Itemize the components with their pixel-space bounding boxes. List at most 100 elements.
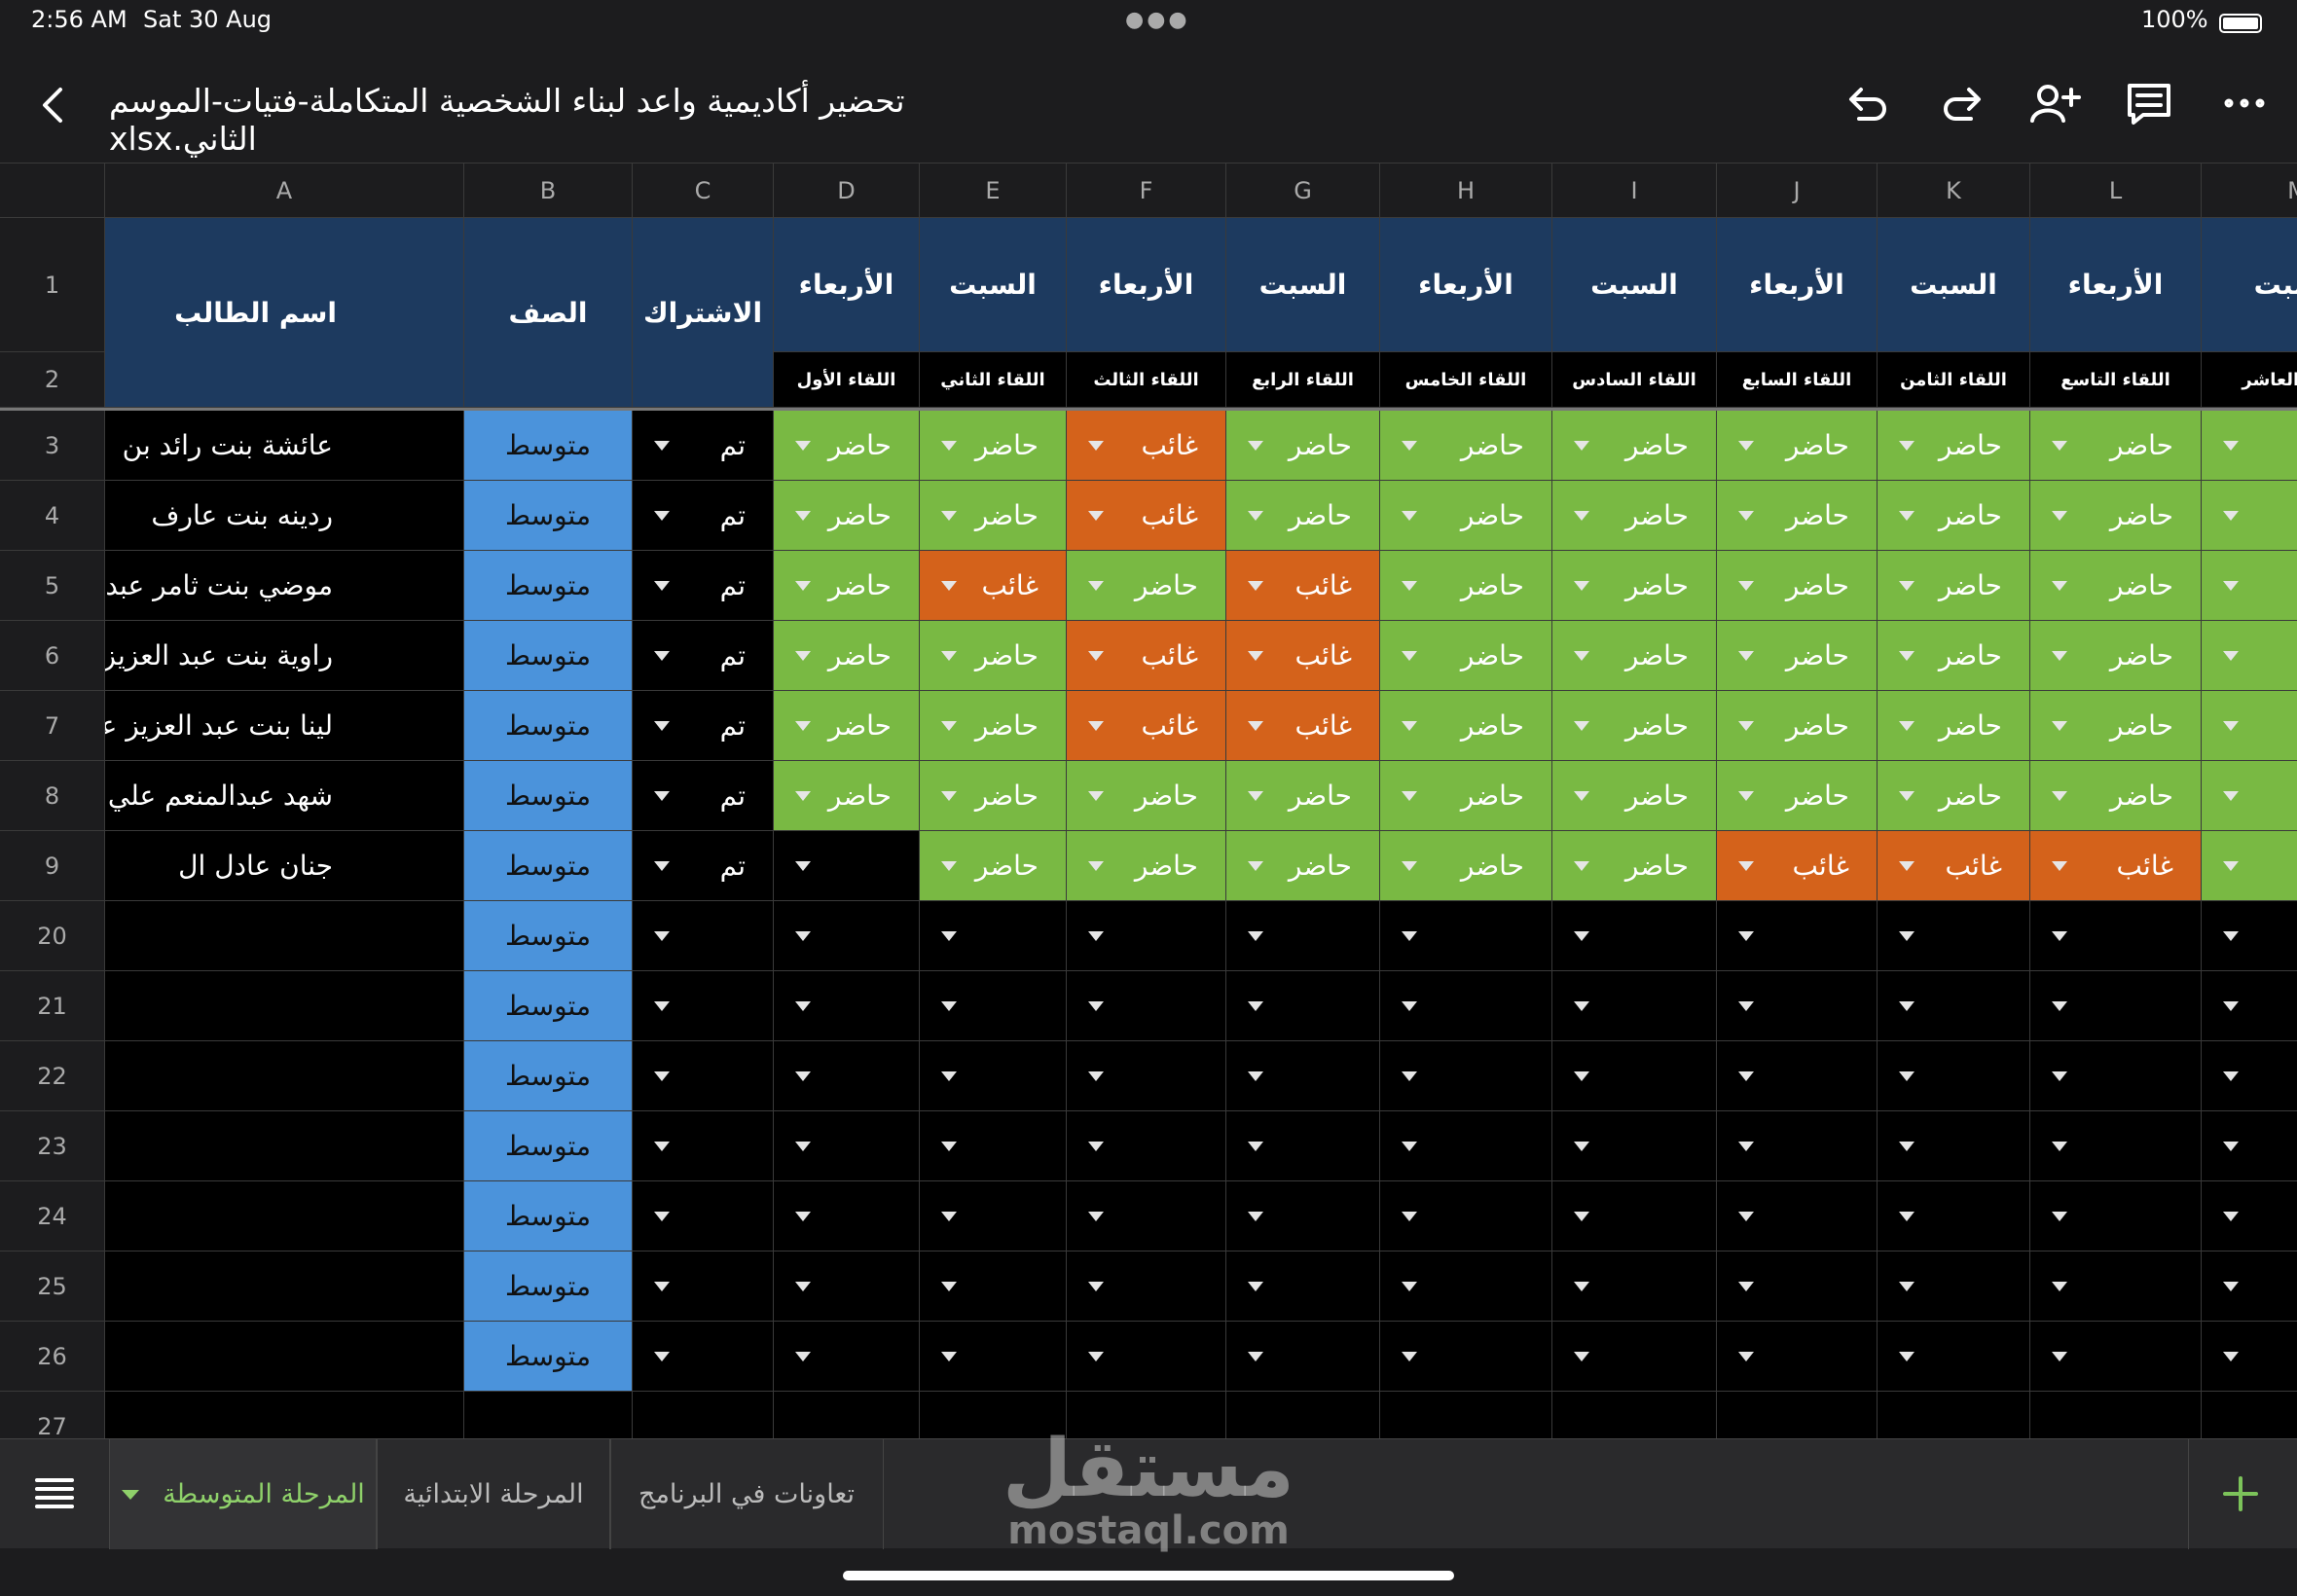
dropdown-arrow[interactable] [1738, 440, 1754, 451]
dropdown-arrow[interactable] [654, 510, 670, 521]
attendance-cell[interactable]: حاضر [2202, 411, 2297, 481]
attendance-cell[interactable] [1380, 1392, 1552, 1438]
header-cell[interactable]: الأربعاء [774, 218, 920, 352]
dropdown-arrow[interactable] [1402, 1070, 1417, 1081]
dropdown-arrow[interactable] [795, 650, 811, 661]
dropdown-arrow[interactable] [941, 1070, 957, 1081]
name-cell[interactable] [105, 1041, 464, 1111]
dropdown-arrow[interactable] [1248, 930, 1263, 941]
attendance-cell[interactable] [1226, 1251, 1380, 1322]
attendance-cell[interactable]: حاضر [2030, 411, 2202, 481]
dropdown-arrow[interactable] [2223, 1070, 2239, 1081]
dropdown-arrow[interactable] [941, 720, 957, 731]
dropdown-arrow[interactable] [1574, 1070, 1589, 1081]
attendance-cell[interactable] [774, 901, 920, 971]
attendance-cell[interactable] [2030, 1041, 2202, 1111]
dropdown-arrow[interactable] [1248, 440, 1263, 451]
attendance-cell[interactable] [1717, 1392, 1878, 1438]
dropdown-arrow[interactable] [1738, 1141, 1754, 1151]
attendance-cell[interactable]: غائب [1067, 691, 1226, 761]
grade-cell[interactable]: متوسط [464, 1251, 633, 1322]
dropdown-arrow[interactable] [1899, 720, 1914, 731]
dropdown-arrow[interactable] [1402, 1000, 1417, 1011]
dropdown-arrow[interactable] [1899, 790, 1914, 801]
attendance-cell[interactable] [920, 1251, 1067, 1322]
attendance-cell[interactable] [1067, 901, 1226, 971]
dropdown-arrow[interactable] [2052, 1070, 2067, 1081]
attendance-cell[interactable] [2202, 901, 2297, 971]
attendance-cell[interactable]: حاضر [1552, 411, 1717, 481]
name-cell[interactable] [105, 1251, 464, 1322]
dropdown-arrow[interactable] [1738, 1351, 1754, 1361]
dropdown-arrow[interactable] [1574, 440, 1589, 451]
dropdown-arrow[interactable] [1248, 860, 1263, 871]
attendance-cell[interactable] [2030, 901, 2202, 971]
header-cell[interactable]: الاشتراك [633, 218, 774, 408]
meeting-cell[interactable]: اللقاء الثاني [920, 352, 1067, 408]
attendance-cell[interactable] [1717, 971, 1878, 1041]
dropdown-arrow[interactable] [941, 510, 957, 521]
row-header[interactable]: 23 [0, 1111, 105, 1181]
dropdown-arrow[interactable] [654, 1281, 670, 1291]
attendance-cell[interactable]: حاضر [2030, 551, 2202, 621]
meeting-cell[interactable]: اللقاء العاشر [2202, 352, 2297, 408]
attendance-cell[interactable]: حاضر [1380, 621, 1552, 691]
subscription-cell[interactable] [633, 1181, 774, 1251]
dropdown-arrow[interactable] [1402, 1351, 1417, 1361]
attendance-cell[interactable]: حاضر [1380, 481, 1552, 551]
dropdown-arrow[interactable] [1088, 1000, 1104, 1011]
attendance-cell[interactable]: حاضر [1226, 481, 1380, 551]
dropdown-arrow[interactable] [1088, 440, 1104, 451]
sheet-tab[interactable]: تعاونات في البرنامج [609, 1439, 884, 1549]
attendance-cell[interactable] [1067, 1251, 1226, 1322]
attendance-cell[interactable] [774, 971, 920, 1041]
attendance-cell[interactable] [2030, 971, 2202, 1041]
dropdown-arrow[interactable] [795, 720, 811, 731]
header-cell[interactable]: السبت [1878, 218, 2030, 352]
attendance-cell[interactable] [1878, 1251, 2030, 1322]
back-button[interactable] [39, 86, 68, 125]
dropdown-arrow[interactable] [1088, 1281, 1104, 1291]
attendance-cell[interactable] [1226, 1322, 1380, 1392]
dropdown-arrow[interactable] [1402, 1281, 1417, 1291]
attendance-cell[interactable]: حاضر [1878, 551, 2030, 621]
name-cell[interactable]: شهد عبدالمنعم علي [105, 761, 464, 831]
dropdown-arrow[interactable] [654, 580, 670, 591]
column-header[interactable]: F [1067, 163, 1226, 218]
attendance-cell[interactable]: حاضر [1380, 691, 1552, 761]
subscription-cell[interactable]: تم [633, 761, 774, 831]
dropdown-arrow[interactable] [1248, 790, 1263, 801]
attendance-cell[interactable] [1717, 901, 1878, 971]
attendance-cell[interactable] [2030, 1251, 2202, 1322]
dropdown-arrow[interactable] [1402, 790, 1417, 801]
grade-cell[interactable]: متوسط [464, 1041, 633, 1111]
attendance-cell[interactable]: حاضر [1552, 481, 1717, 551]
dropdown-arrow[interactable] [1574, 790, 1589, 801]
attendance-cell[interactable] [2202, 1111, 2297, 1181]
column-header[interactable]: H [1380, 163, 1552, 218]
attendance-cell[interactable] [1067, 1322, 1226, 1392]
attendance-cell[interactable] [920, 971, 1067, 1041]
attendance-cell[interactable] [2202, 1251, 2297, 1322]
attendance-cell[interactable]: حاضر [1717, 621, 1878, 691]
sheet-tab[interactable]: المرحلة الابتدائية [376, 1439, 611, 1549]
attendance-cell[interactable] [2202, 1322, 2297, 1392]
attendance-cell[interactable] [774, 1111, 920, 1181]
attendance-cell[interactable] [1226, 901, 1380, 971]
dropdown-arrow[interactable] [1899, 440, 1914, 451]
attendance-cell[interactable] [1226, 1041, 1380, 1111]
name-cell[interactable]: عائشة بنت رائد بن [105, 411, 464, 481]
meeting-cell[interactable]: اللقاء الثالث [1067, 352, 1226, 408]
header-cell[interactable]: الأربعاء [1717, 218, 1878, 352]
row-header[interactable]: 8 [0, 761, 105, 831]
dropdown-arrow[interactable] [1738, 1000, 1754, 1011]
attendance-cell[interactable] [2202, 1041, 2297, 1111]
dropdown-arrow[interactable] [1574, 580, 1589, 591]
dropdown-arrow[interactable] [1738, 1211, 1754, 1221]
attendance-cell[interactable] [1380, 1111, 1552, 1181]
meeting-cell[interactable]: اللقاء الثامن [1878, 352, 2030, 408]
dropdown-arrow[interactable] [795, 510, 811, 521]
dropdown-arrow[interactable] [1899, 930, 1914, 941]
attendance-cell[interactable]: حاضر [920, 691, 1067, 761]
attendance-cell[interactable]: حاضر [1717, 481, 1878, 551]
